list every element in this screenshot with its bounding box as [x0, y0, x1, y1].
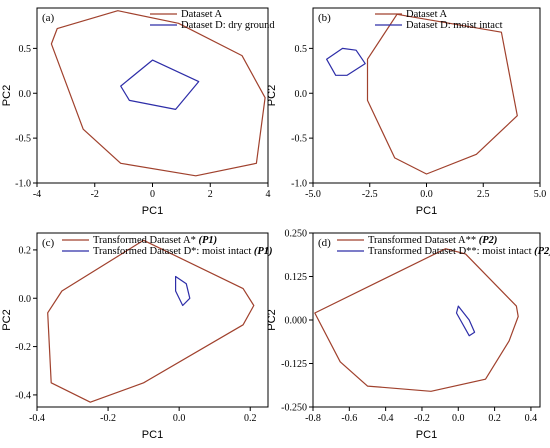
y-tick-label: 0.250 [285, 229, 308, 240]
x-tick-label: 0.4 [525, 413, 538, 424]
legend-label: Dataset A [181, 9, 223, 20]
y-tick-label: 0.5 [295, 44, 308, 55]
y-tick-label: 0.0 [19, 294, 32, 305]
legend-label: Dataset A [406, 9, 448, 20]
y-tick-label: -0.4 [15, 390, 31, 401]
x-tick-label: -0.8 [305, 413, 321, 424]
panel-label: (d) [318, 237, 331, 249]
y-axis-label: PC2 [1, 309, 13, 330]
legend-label-text: Dataset A [181, 9, 223, 20]
series-outline-dataset-d [175, 275, 191, 307]
x-tick-label: -0.6 [341, 413, 357, 424]
x-tick-label: -0.2 [414, 413, 430, 424]
series-outline-dataset-a [47, 239, 255, 403]
x-tick-label: 0.2 [244, 413, 257, 424]
x-tick-label: 0.2 [488, 413, 501, 424]
x-tick-label: 0.0 [173, 413, 186, 424]
series-outline-dataset-d [120, 59, 200, 111]
x-tick-label: -2 [91, 189, 99, 200]
legend-label-text: Transformed Dataset D*: moist intact [93, 246, 254, 257]
x-tick-label: -4 [33, 189, 41, 200]
plot-frame-1 [36, 7, 269, 184]
x-tick-label: 2.5 [477, 189, 490, 200]
x-tick-label: -5.0 [305, 189, 321, 200]
plot-frame-4 [312, 232, 541, 408]
y-tick-label: -0.5 [15, 134, 31, 145]
legend-label: Transformed Dataset D*: moist intact (P1… [93, 246, 273, 257]
x-axis-label: PC1 [416, 429, 437, 441]
y-tick-label: -1.0 [291, 179, 307, 190]
legend-label-suffix: (P1) [254, 246, 273, 257]
y-axis-label: PC2 [266, 85, 278, 106]
legend-label: Transformed Dataset A* (P1) [93, 235, 217, 246]
x-tick-label: -0.2 [100, 413, 116, 424]
legend-label-text: Transformed Dataset A** [368, 235, 479, 246]
x-tick-label: -0.4 [378, 413, 394, 424]
panel-label: (a) [42, 12, 55, 24]
panel-label: (c) [42, 237, 55, 249]
legend-label-suffix: (P2) [479, 235, 498, 246]
y-tick-label: -0.2 [15, 342, 31, 353]
y-axis-label: PC2 [1, 85, 13, 106]
legend-label: Transformed Dataset A** (P2) [368, 235, 497, 246]
x-axis-label: PC1 [416, 205, 437, 217]
y-tick-label: -0.125 [281, 359, 307, 370]
legend-label: Transformed Dataset D**: moist intact (P… [368, 246, 550, 257]
series-outline-dataset-a [314, 248, 519, 392]
x-axis-label: PC1 [142, 205, 163, 217]
y-tick-label: 0.5 [19, 44, 32, 55]
y-axis-label: PC2 [266, 309, 278, 330]
legend-label-text: Dataset D: moist intact [406, 20, 503, 31]
x-tick-label: 4 [266, 189, 271, 200]
series-outline-dataset-a [50, 10, 266, 177]
y-tick-label: 0.125 [285, 272, 308, 283]
x-tick-label: -0.4 [29, 413, 45, 424]
legend-label-text: Transformed Dataset A* [93, 235, 198, 246]
legend-label: Dataset D: moist intact [406, 20, 503, 31]
y-tick-label: -0.250 [281, 403, 307, 414]
x-tick-label: 0.0 [420, 189, 433, 200]
y-tick-label: 0.000 [285, 316, 308, 327]
legend-label-text: Transformed Dataset D**: moist intact [368, 246, 534, 257]
x-tick-label: -2.5 [362, 189, 378, 200]
legend-label-suffix: (P1) [198, 235, 217, 246]
x-tick-label: 0.0 [452, 413, 465, 424]
x-tick-label: 5.0 [534, 189, 547, 200]
y-tick-label: -0.5 [291, 134, 307, 145]
legend-label: Dataset D: dry ground [181, 20, 275, 31]
plot-frame-3 [36, 232, 269, 408]
x-tick-label: 2 [208, 189, 213, 200]
y-tick-label: 0.0 [295, 89, 308, 100]
plot-frame-2 [312, 7, 541, 184]
legend-label-suffix: (P2) [534, 246, 550, 257]
y-tick-label: 0.2 [19, 245, 32, 256]
series-outline-dataset-d [455, 305, 476, 337]
panel-label: (b) [318, 12, 331, 24]
y-tick-label: 0.0 [19, 89, 32, 100]
legend-label-text: Dataset A [406, 9, 448, 20]
x-axis-label: PC1 [142, 429, 163, 441]
y-tick-label: -1.0 [15, 179, 31, 190]
series-outline-dataset-a [366, 13, 518, 175]
x-tick-label: 0 [150, 189, 155, 200]
legend-label-text: Dataset D: dry ground [181, 20, 275, 31]
series-outline-dataset-d [326, 47, 366, 76]
